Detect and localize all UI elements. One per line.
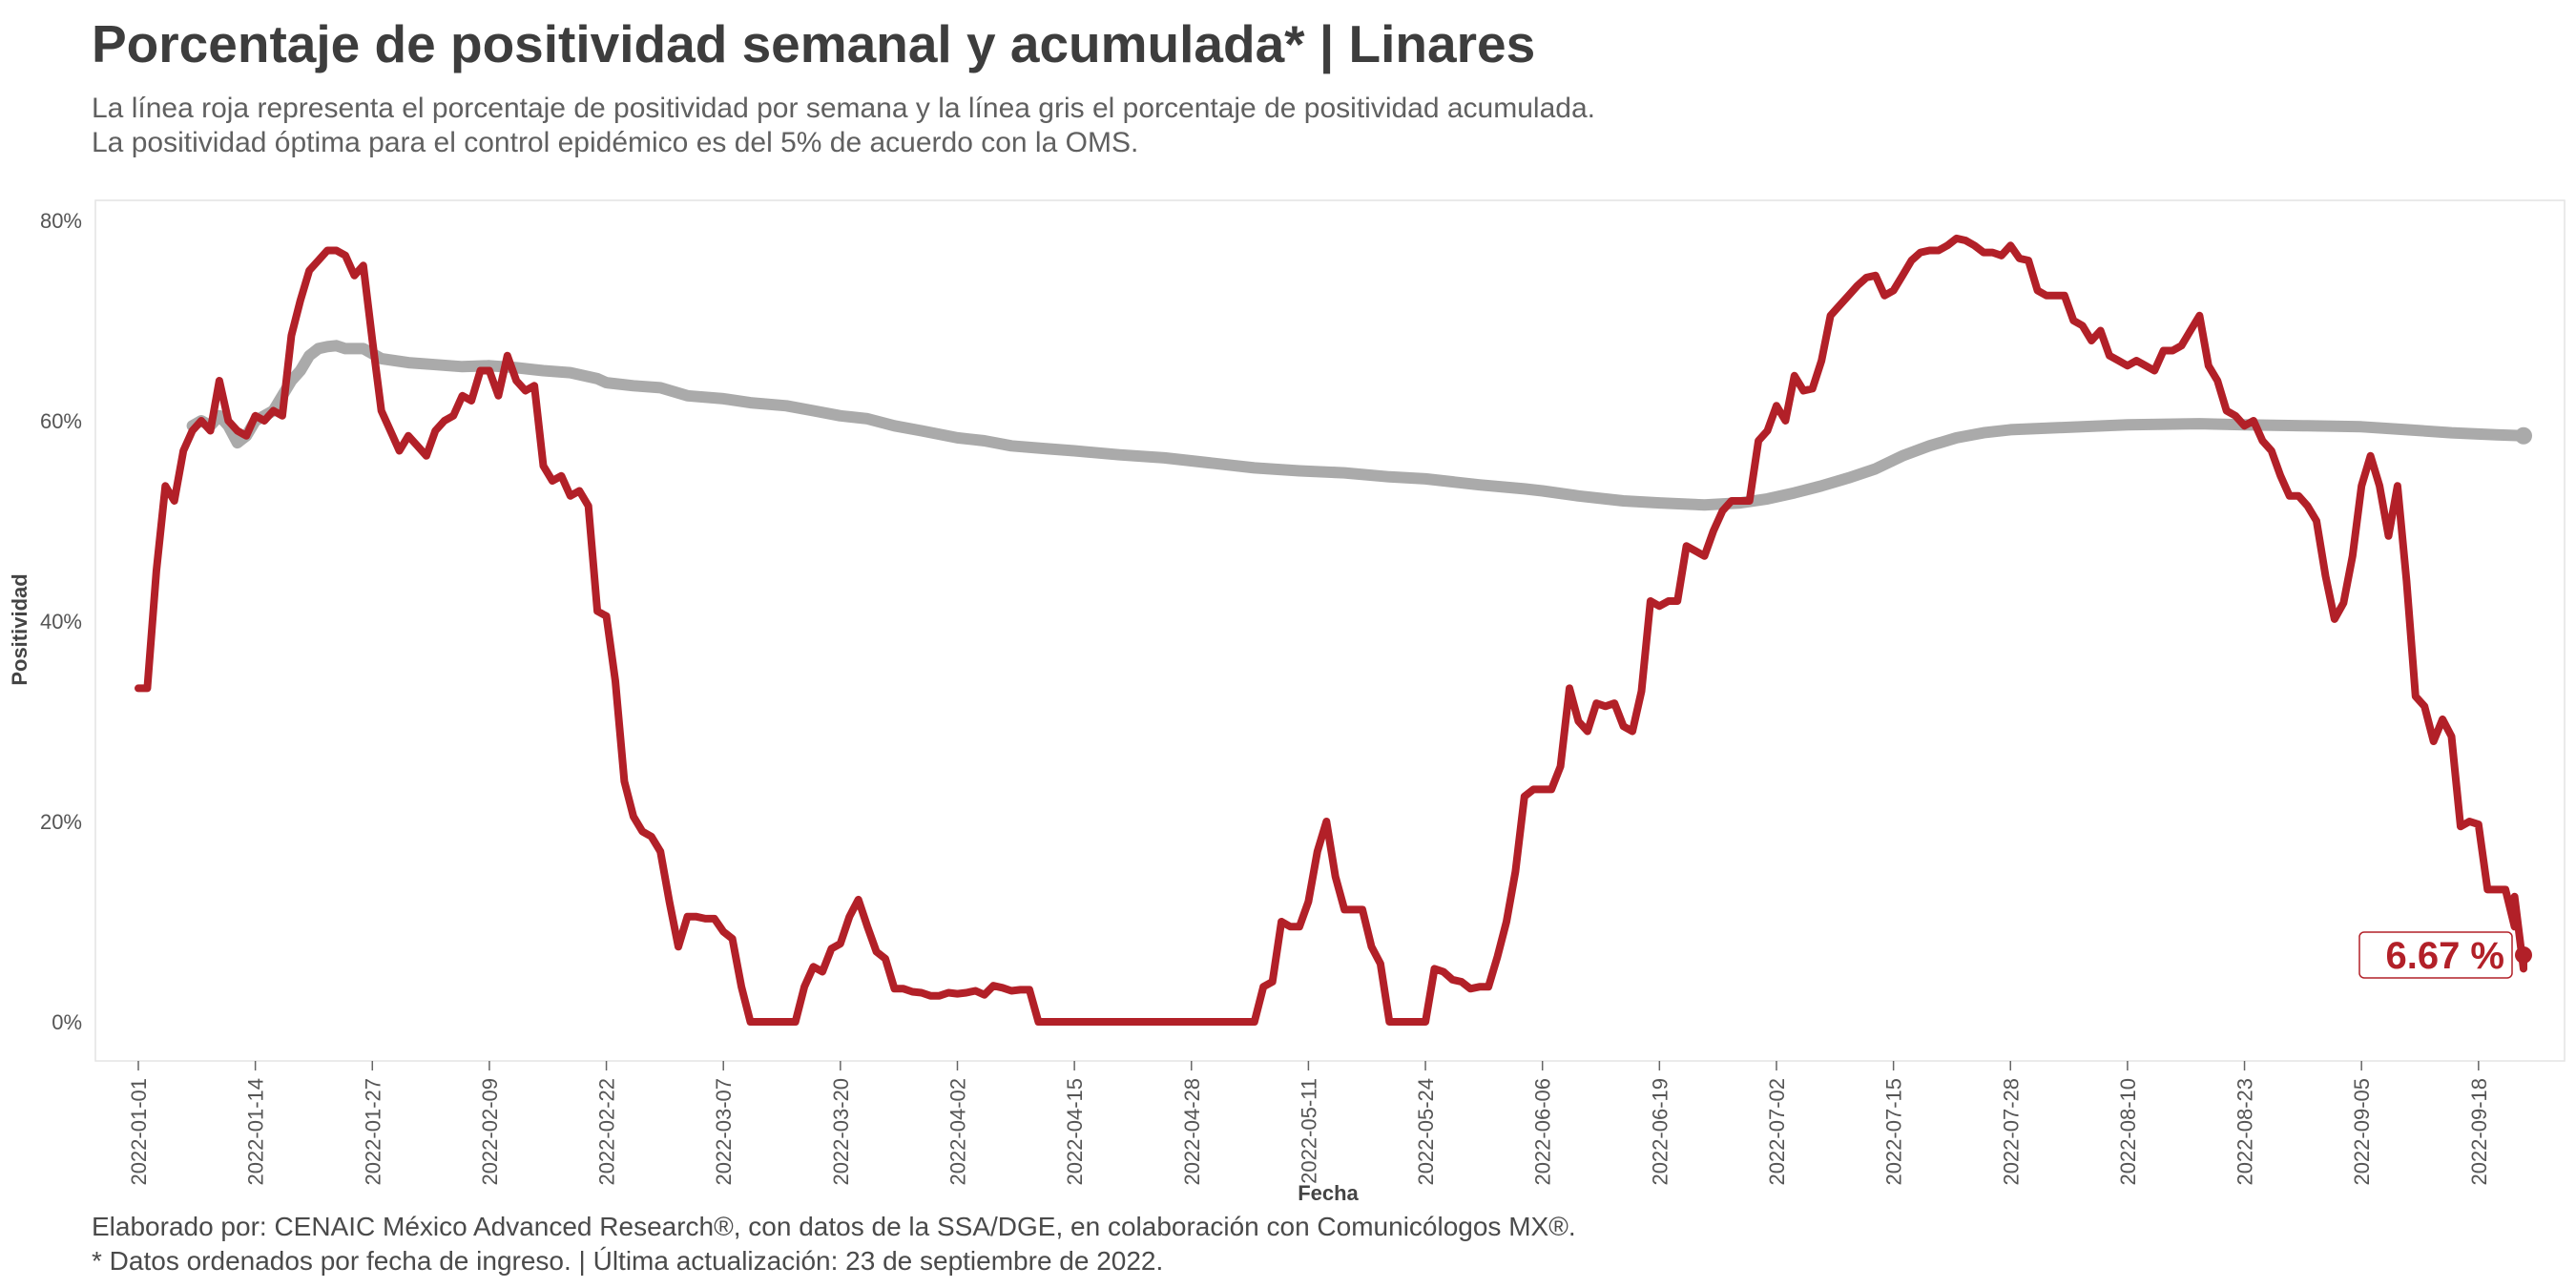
subtitle-line-2: La positividad óptima para el control ep…: [92, 127, 1139, 158]
caption-line-1: Elaborado por: CENAIC México Advanced Re…: [92, 1212, 1576, 1241]
chart-title: Porcentaje de positividad semanal y acum…: [92, 14, 1536, 73]
x-axis-title: Fecha: [1298, 1181, 1359, 1205]
x-tick-label: 2022-06-06: [1531, 1078, 1555, 1186]
y-tick-label: 20%: [40, 810, 82, 834]
plot-panel: [94, 199, 2566, 1062]
x-tick-label: 2022-01-27: [361, 1078, 384, 1186]
x-tick-label: 2022-01-14: [244, 1078, 268, 1186]
y-tick-label: 80%: [40, 209, 82, 233]
chart-caption: Elaborado por: CENAIC México Advanced Re…: [92, 1210, 1576, 1278]
x-tick-label: 2022-09-18: [2467, 1078, 2491, 1186]
x-tick-label: 2022-08-23: [2233, 1078, 2257, 1186]
x-tick-label: 2022-09-05: [2350, 1078, 2374, 1186]
x-tick-label: 2022-02-22: [595, 1078, 619, 1186]
x-tick-label: 2022-04-28: [1180, 1078, 1204, 1186]
x-tick-label: 2022-05-24: [1414, 1078, 1438, 1186]
x-axis: 2022-01-01 2022-01-14 2022-01-27 2022-02-09…: [127, 1061, 2491, 1186]
x-tick-label: 2022-06-19: [1648, 1078, 1672, 1186]
x-tick-label: 2022-07-15: [1882, 1078, 1906, 1186]
x-tick-label: 2022-07-28: [1999, 1078, 2023, 1186]
x-tick-label: 2022-03-07: [712, 1078, 736, 1186]
x-tick-label: 2022-08-10: [2116, 1078, 2140, 1186]
end-value-label: 6.67 %: [2358, 931, 2513, 979]
end-value-label-box: [2358, 931, 2513, 979]
end-value-label-text: 6.67 %: [2385, 935, 2504, 977]
x-tick-label: 2022-02-09: [478, 1078, 502, 1186]
x-tick-label: 2022-03-20: [829, 1078, 853, 1186]
subtitle-line-1: La línea roja representa el porcentaje d…: [92, 93, 1595, 124]
x-tick-label: 2022-04-02: [945, 1078, 969, 1186]
chart-subtitle: La línea roja representa el porcentaje d…: [92, 92, 1595, 160]
weekly-end-point: [2515, 945, 2532, 964]
y-axis: 0% 20% 40% 60% 80%: [40, 209, 82, 1034]
x-tick-label: 2022-04-15: [1063, 1078, 1087, 1186]
x-tick-label: 2022-07-02: [1765, 1078, 1789, 1186]
x-tick-label: 2022-01-01: [127, 1078, 151, 1186]
x-tick-label: 2022-05-11: [1297, 1078, 1320, 1184]
cumulative-end-point: [2515, 426, 2532, 445]
y-tick-label: 0%: [52, 1010, 82, 1034]
caption-line-2: * Datos ordenados por fecha de ingreso. …: [92, 1246, 1164, 1276]
y-tick-label: 40%: [40, 610, 82, 634]
y-tick-label: 60%: [40, 409, 82, 433]
weekly-positivity-line: [135, 234, 2527, 1026]
cumulative-positivity-line: [186, 340, 2529, 511]
y-axis-title: Positividad: [8, 573, 31, 685]
